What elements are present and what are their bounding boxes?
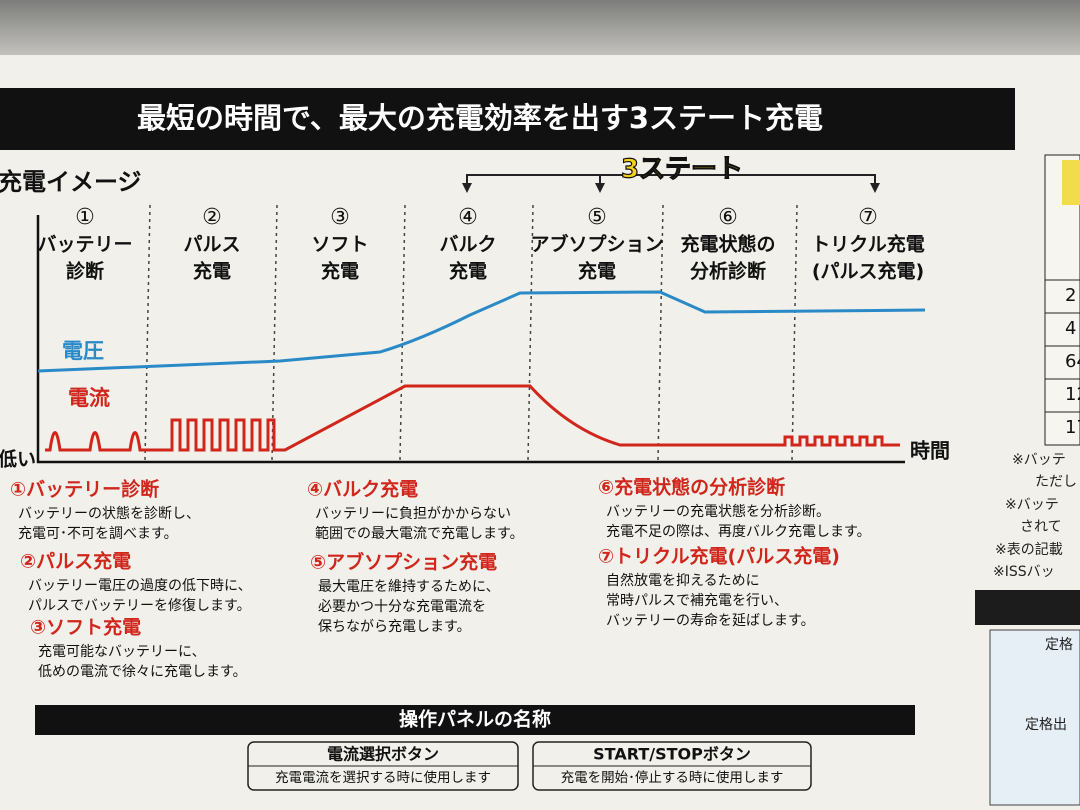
side-cell: 64 [1065, 351, 1080, 372]
axes [36, 215, 905, 464]
button-name: START/STOPボタン [593, 745, 751, 764]
desc-body: バッテリーの寿命を延ばします。 [606, 612, 815, 629]
desc-heading: ⑥充電状態の分析診断 [598, 476, 785, 499]
stage-label: 充電 [321, 260, 359, 283]
desc-body: 常時パルスで補充電を行い、 [606, 593, 788, 609]
desc-body: バッテリー電圧の過度の低下時に、 [28, 578, 252, 594]
desc-body: 必要かつ十分な充電電流を [318, 599, 486, 615]
panel-title: 操作パネルの名称 [399, 708, 551, 731]
stage-label: 分析診断 [690, 260, 766, 283]
desc-heading: ⑤アブソプション充電 [310, 551, 497, 574]
side-cell: 120 [1065, 384, 1080, 405]
paper [0, 55, 1080, 810]
side-note: ※表の記載 [995, 541, 1063, 558]
stage-label: アブソプション [530, 233, 663, 256]
desc-body: バッテリーの充電状態を分析診断。 [606, 504, 830, 520]
stage-label: バルク [439, 234, 496, 256]
side-spec: 定格 [1045, 637, 1073, 653]
desc-body: 充電可能なバッテリーに、 [38, 644, 206, 660]
stage-number: ⑤ [587, 205, 607, 230]
side-cell: 4 [1065, 318, 1076, 339]
stage-label: (パルス充電) [812, 260, 924, 283]
stage-number: ③ [330, 205, 350, 230]
desc-body: 保ちながら充電します。 [318, 619, 471, 635]
side-note: されて [1020, 519, 1062, 535]
side-table-head [1062, 160, 1080, 205]
stage-label: 充電状態の [680, 233, 775, 256]
title: 最短の時間で、最大の充電効率を出す3ステート充電 [137, 101, 823, 135]
button-desc: 充電を開始･停止する時に使用します [561, 769, 784, 786]
stage-label: トリクル充電 [811, 233, 924, 256]
stage-label: ソフト [311, 234, 368, 256]
desc-body: 低めの電流で徐々に充電します。 [38, 664, 247, 680]
desc-body: バッテリーに負担がかからない [315, 506, 511, 522]
side-note: ただし [1035, 474, 1077, 490]
current-label: 電流 [68, 386, 110, 410]
y-low: 低い [0, 448, 36, 471]
stage-label: 充電 [449, 260, 487, 283]
desc-heading: ⑦トリクル充電(パルス充電) [598, 545, 840, 568]
side-note: ※バッテ [1005, 497, 1059, 513]
background-top [0, 0, 1080, 60]
desc-body: 自然放電を抑えるために [606, 572, 760, 589]
title-bar [0, 88, 1015, 150]
stage-label: 充電 [578, 260, 616, 283]
button-desc: 充電電流を選択する時に使用します [275, 769, 491, 786]
side-spec: 定格出 [1025, 717, 1067, 733]
side-note: ※ISSバッ [993, 564, 1055, 580]
desc-heading: ②パルス充電 [20, 550, 131, 573]
voltage-label: 電圧 [62, 339, 104, 363]
desc-body: 充電不足の際は、再度バルク充電します。 [606, 524, 871, 540]
side-cell: 176 [1065, 417, 1080, 438]
stage-label: 充電 [193, 260, 231, 283]
side-cell: 2 [1065, 285, 1076, 306]
three-state: 3ステート [621, 155, 743, 185]
stage-number: ⑥ [718, 205, 738, 230]
button-name: 電流選択ボタン [327, 745, 439, 764]
stage-number: ② [202, 205, 222, 230]
desc-body: 充電可･不可を調べます。 [18, 526, 178, 542]
stage-number: ① [75, 205, 95, 230]
voltage-curve [37, 290, 926, 373]
chart-label: 充電イメージ [0, 168, 142, 196]
desc-body: 最大電圧を維持するために、 [318, 579, 500, 595]
side-spec-box [989, 629, 1080, 806]
stage-number: ⑦ [858, 205, 878, 230]
stage-label: 診断 [66, 260, 104, 283]
desc-body: バッテリーの状態を診断し、 [18, 506, 200, 522]
desc-body: 範囲での最大電流で充電します。 [315, 525, 524, 542]
x-label: 時間 [910, 439, 950, 463]
panel-bar [35, 705, 915, 735]
side-note: ※バッテ [1012, 452, 1066, 468]
stage-label: パルス [183, 234, 240, 256]
desc-heading: ④バルク充電 [307, 478, 418, 501]
current-curve [45, 384, 900, 452]
separators [144, 204, 798, 461]
desc-body: パルスでバッテリーを修復します。 [28, 597, 251, 614]
stage-label: バッテリー [37, 234, 132, 256]
stage-number: ④ [458, 205, 478, 230]
side-bar [975, 590, 1080, 625]
desc-heading: ③ソフト充電 [30, 616, 141, 639]
desc-heading: ①バッテリー診断 [10, 478, 159, 501]
